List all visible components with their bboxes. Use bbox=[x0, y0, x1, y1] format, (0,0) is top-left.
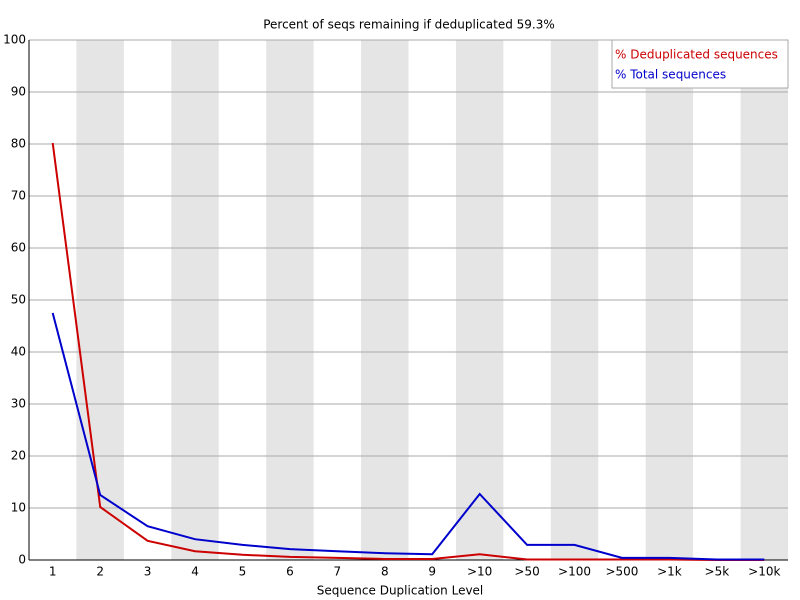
y-tick-label: 100 bbox=[3, 33, 26, 47]
x-tick-label: 2 bbox=[96, 565, 104, 579]
y-tick-label: 40 bbox=[11, 345, 26, 359]
x-tick-label: 9 bbox=[428, 565, 436, 579]
chart-title: Percent of seqs remaining if deduplicate… bbox=[263, 18, 555, 32]
x-tick-label: 4 bbox=[191, 565, 199, 579]
y-tick-label: 50 bbox=[11, 293, 26, 307]
y-tick-label: 30 bbox=[11, 397, 26, 411]
x-tick-label: 8 bbox=[381, 565, 389, 579]
x-tick-label: >100 bbox=[558, 565, 591, 579]
x-axis-label: Sequence Duplication Level bbox=[317, 584, 484, 598]
x-tick-label: 7 bbox=[334, 565, 342, 579]
x-tick-label: 1 bbox=[49, 565, 57, 579]
x-tick-label: >10 bbox=[467, 565, 492, 579]
y-tick-label: 70 bbox=[11, 189, 26, 203]
x-tick-label: 5 bbox=[239, 565, 247, 579]
x-tick-label: >1k bbox=[657, 565, 682, 579]
x-tick-label: 3 bbox=[144, 565, 152, 579]
y-tick-label: 20 bbox=[11, 449, 26, 463]
legend-entry: % Deduplicated sequences bbox=[615, 48, 778, 62]
x-tick-label: >500 bbox=[605, 565, 638, 579]
x-tick-label: >10k bbox=[748, 565, 780, 579]
legend-entry: % Total sequences bbox=[615, 68, 726, 82]
y-tick-label: 10 bbox=[11, 501, 26, 515]
legend-box bbox=[611, 39, 789, 89]
series-line bbox=[51, 312, 765, 561]
x-tick-label: >50 bbox=[514, 565, 539, 579]
y-tick-label: 60 bbox=[11, 241, 26, 255]
y-tick-label: 80 bbox=[11, 137, 26, 151]
y-tick-label: 0 bbox=[18, 553, 26, 567]
y-tick-label: 90 bbox=[11, 85, 26, 99]
x-tick-label: 6 bbox=[286, 565, 294, 579]
series-line bbox=[51, 142, 765, 561]
x-tick-label: >5k bbox=[705, 565, 730, 579]
